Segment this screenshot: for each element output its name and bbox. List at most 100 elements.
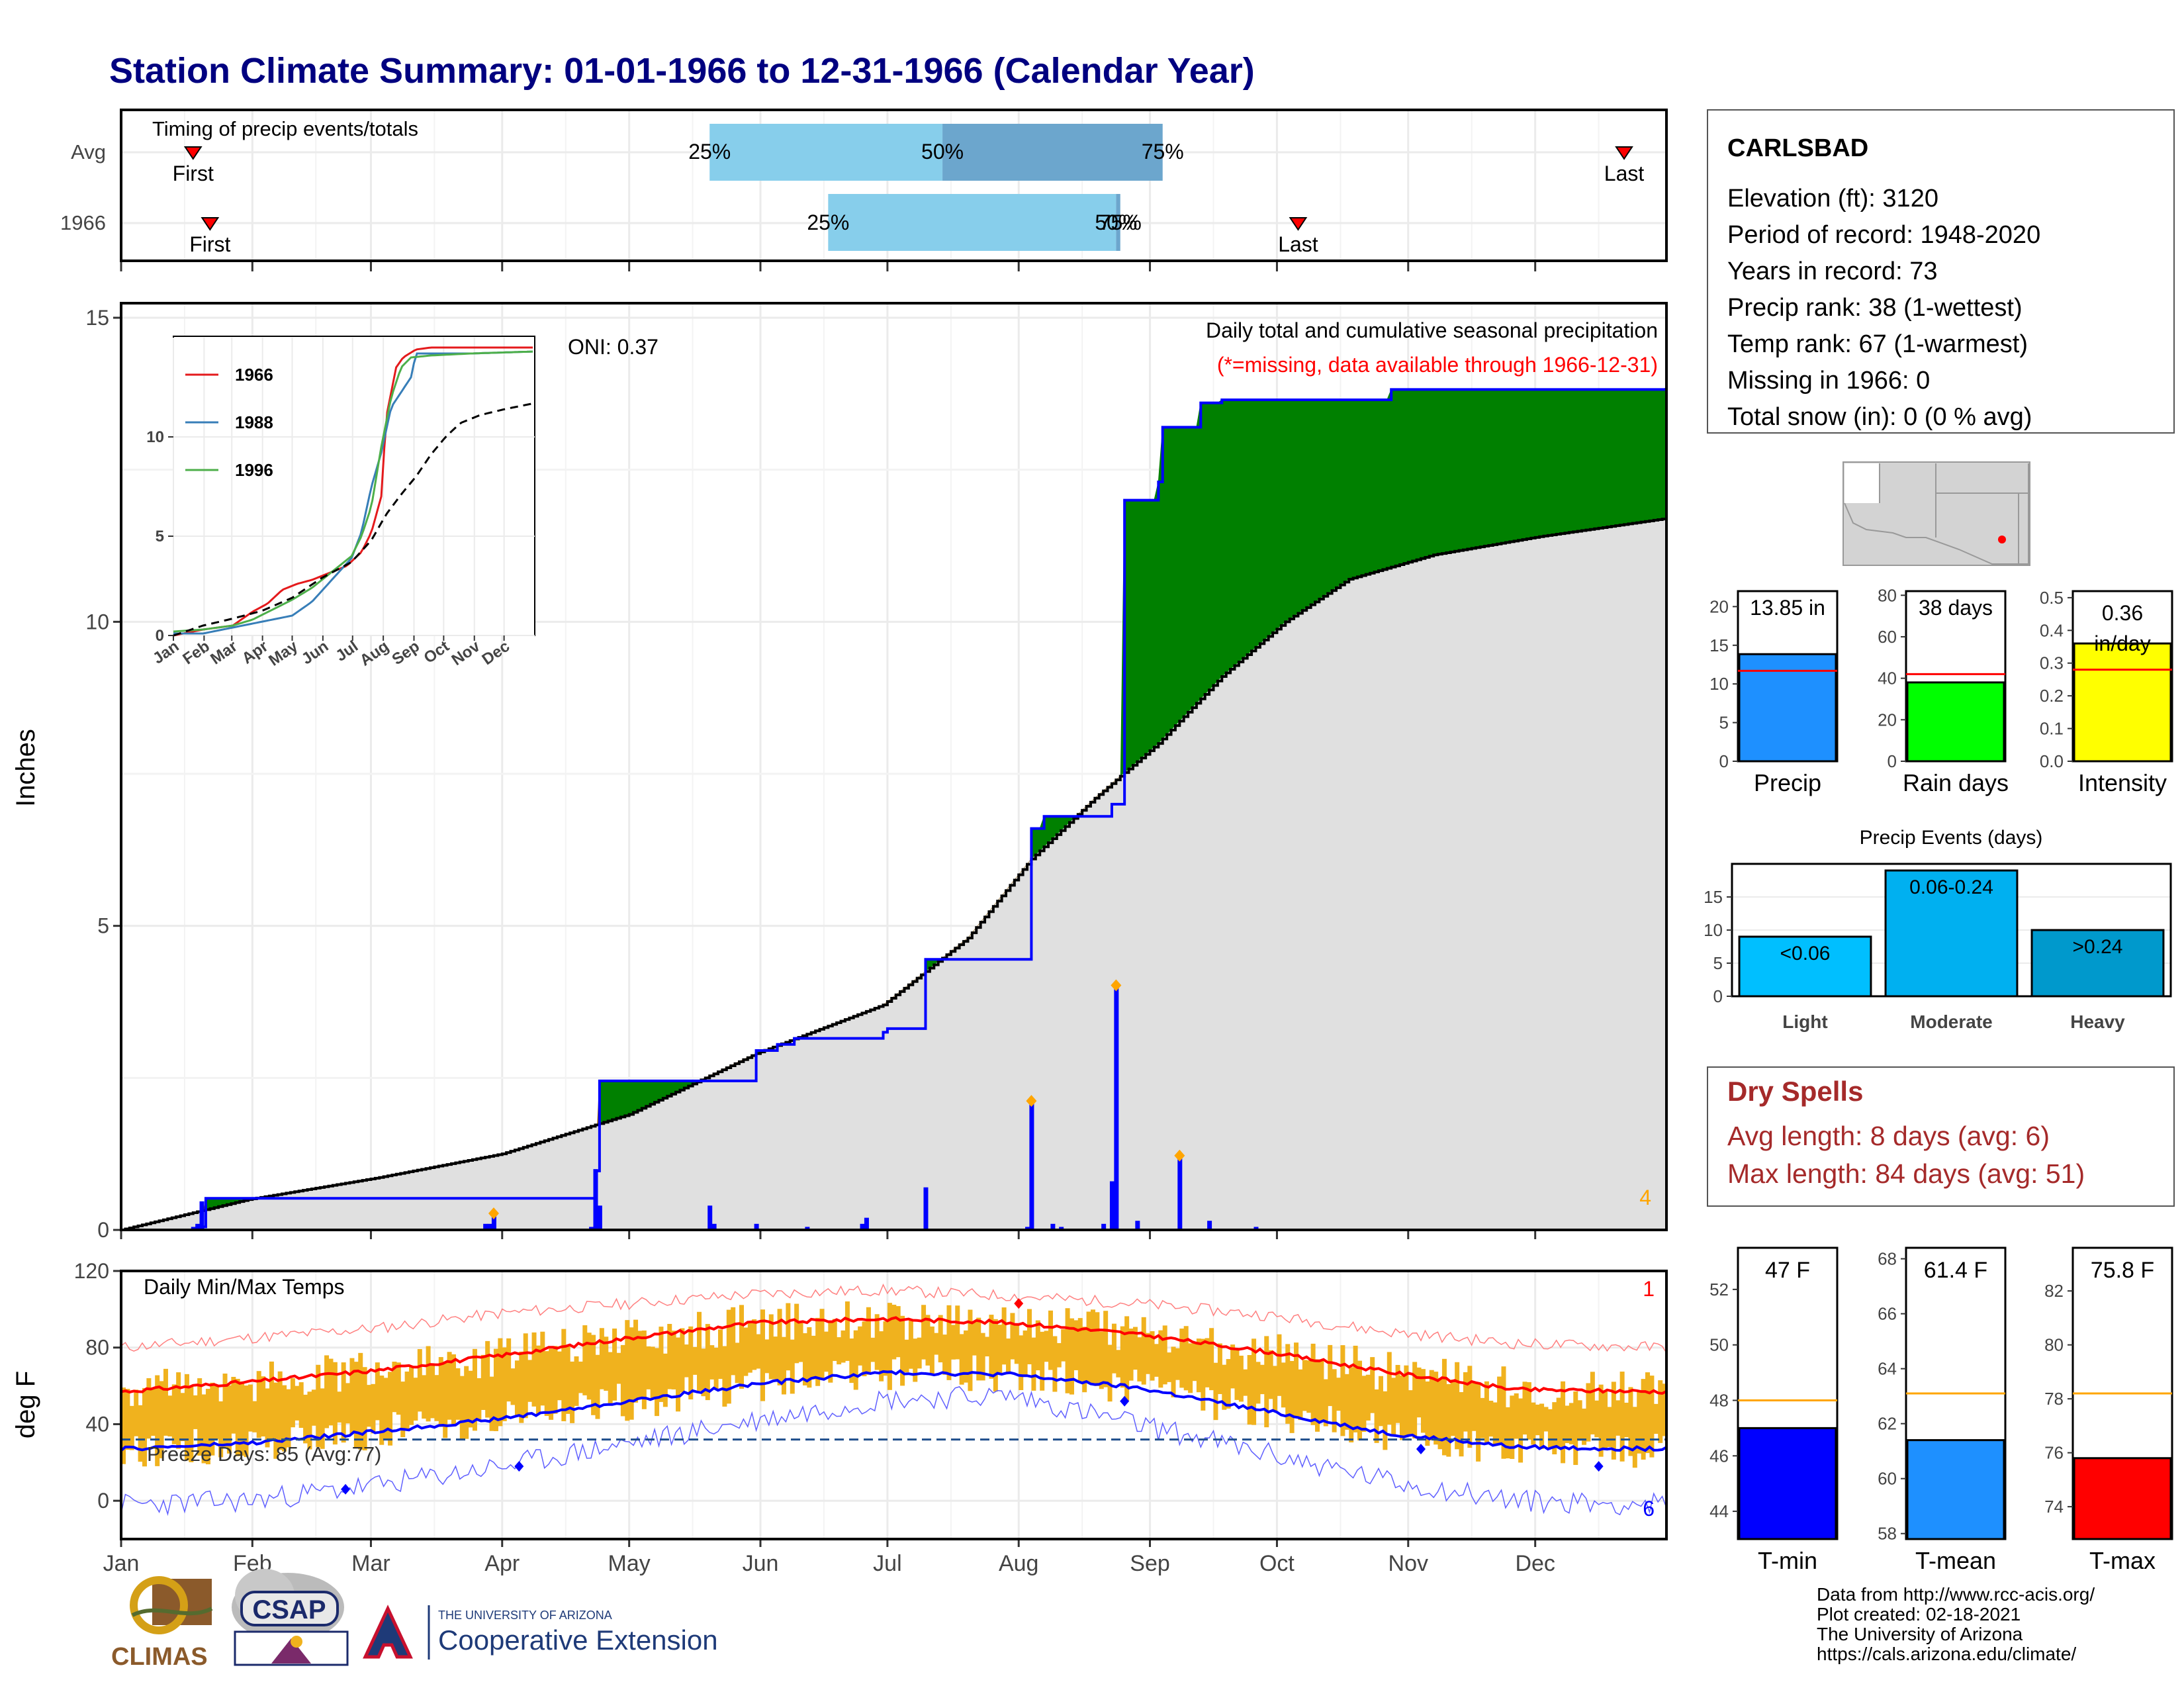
daily-temp-bar bbox=[1480, 1397, 1485, 1438]
last-event-marker bbox=[1289, 217, 1308, 231]
precip-diff-fill bbox=[1348, 399, 1354, 580]
daily-temp-bar bbox=[1226, 1359, 1231, 1409]
station-line-temp-rank: Temp rank: 67 (1-warmest) bbox=[1727, 330, 2028, 358]
precip-diff-fill bbox=[1424, 389, 1430, 558]
daily-temp-bar bbox=[1649, 1376, 1655, 1458]
daily-temp-bar bbox=[523, 1333, 528, 1419]
daily-temp-bar bbox=[1230, 1344, 1236, 1389]
daily-temp-bar bbox=[680, 1328, 685, 1393]
footer-line-created: Plot created: 02-18-2021 bbox=[1817, 1604, 2021, 1624]
daily-temp-bar bbox=[1455, 1362, 1460, 1450]
precip-ytick-label: 5 bbox=[97, 914, 109, 938]
record-min-line bbox=[120, 1386, 1667, 1517]
daily-temp-bar bbox=[197, 1378, 203, 1456]
daily-temp-bar bbox=[201, 1394, 206, 1464]
daily-temp-bar bbox=[900, 1315, 905, 1386]
daily-temp-bar bbox=[1365, 1374, 1371, 1421]
daily-temp-bar bbox=[1056, 1342, 1062, 1368]
daily-temp-bar bbox=[858, 1326, 863, 1366]
precip-diff-fill bbox=[1627, 389, 1633, 525]
daily-temp-bar bbox=[409, 1366, 414, 1425]
precip-diff-fill bbox=[1276, 399, 1282, 630]
precip-diff-fill bbox=[1192, 426, 1197, 709]
daily-temp-bar bbox=[1171, 1346, 1176, 1397]
daily-temp-bar bbox=[773, 1336, 778, 1380]
daily-temp-bar bbox=[1323, 1379, 1328, 1427]
daily-temp-bar bbox=[1010, 1313, 1015, 1360]
summary-ytick-label: 0.4 bbox=[2040, 620, 2064, 640]
precip-diff-fill bbox=[1539, 389, 1544, 538]
daily-temp-bar bbox=[176, 1372, 181, 1449]
daily-temp-bar bbox=[739, 1305, 744, 1389]
precip-diff-fill bbox=[1196, 402, 1201, 704]
footer-line-data: Data from http://www.rcc-acis.org/ bbox=[1817, 1584, 2095, 1605]
precip-diff-fill bbox=[1572, 389, 1578, 532]
timing-q75-label: 75% bbox=[1099, 211, 1142, 234]
station-name: CARLSBAD bbox=[1727, 134, 1868, 162]
daily-temp-bar bbox=[277, 1371, 283, 1450]
climas-logo-text: CLIMAS bbox=[111, 1643, 208, 1671]
daily-temp-bar bbox=[1111, 1323, 1116, 1374]
ua-logo: THE UNIVERSITY OF ARIZONA Cooperative Ex… bbox=[361, 1605, 718, 1660]
precip-diff-fill bbox=[1332, 399, 1337, 592]
precip-diff-fill bbox=[1518, 389, 1523, 541]
daily-temp-bar bbox=[1310, 1343, 1316, 1425]
month-label: Nov bbox=[1388, 1551, 1428, 1576]
month-label: Apr bbox=[484, 1551, 520, 1576]
daily-precip-bar bbox=[487, 1223, 492, 1230]
daily-temp-bar bbox=[1154, 1344, 1159, 1377]
precip-diff-fill bbox=[1259, 399, 1265, 645]
precip-diff-fill bbox=[1514, 389, 1519, 541]
daily-precip-bar bbox=[1050, 1223, 1056, 1230]
daily-temp-bar bbox=[1255, 1362, 1261, 1404]
events-bar-label: <0.06 bbox=[1780, 943, 1831, 964]
precip-diff-fill bbox=[1657, 389, 1663, 520]
daily-temp-bar bbox=[904, 1339, 909, 1373]
daily-temp-bar bbox=[316, 1364, 321, 1447]
daily-temp-bar bbox=[980, 1333, 985, 1381]
daily-temp-bar bbox=[1514, 1393, 1519, 1439]
record-low-marker bbox=[514, 1461, 524, 1472]
station-line-precip-rank: Precip rank: 38 (1-wettest) bbox=[1727, 294, 2023, 322]
precip-diff-fill bbox=[1403, 389, 1409, 564]
precip-diff-fill bbox=[1437, 389, 1443, 555]
station-line-years: Years in record: 73 bbox=[1727, 258, 1938, 285]
daily-temp-bar bbox=[1285, 1344, 1291, 1424]
daily-temp-bar bbox=[1128, 1329, 1134, 1381]
daily-precip-marker bbox=[1174, 1149, 1185, 1162]
daily-temp-bar bbox=[290, 1378, 295, 1428]
daily-temp-bar bbox=[1353, 1345, 1358, 1432]
inset-legend-label: 1966 bbox=[235, 365, 273, 385]
average-cumulative-line bbox=[121, 518, 1668, 1231]
daily-temp-bar bbox=[828, 1321, 833, 1383]
daily-temp-bar bbox=[417, 1349, 422, 1412]
daily-temp-bar bbox=[1476, 1383, 1481, 1462]
daily-temp-bar bbox=[1488, 1401, 1494, 1437]
daily-temp-bar bbox=[142, 1387, 147, 1467]
climas-logo-wave bbox=[131, 1607, 213, 1617]
daily-temp-bar bbox=[1302, 1360, 1307, 1411]
daily-temp-bar bbox=[1040, 1331, 1045, 1391]
summary-bar-rain-days bbox=[1906, 681, 2005, 763]
temp-summary-category-label: T-min bbox=[1758, 1547, 1817, 1574]
events-ytick-label: 10 bbox=[1704, 920, 1723, 940]
summary-ytick-label: 0.0 bbox=[2040, 751, 2064, 771]
daily-temp-bar bbox=[438, 1357, 443, 1427]
events-ytick-label: 15 bbox=[1704, 887, 1723, 907]
precip-diff-fill bbox=[1357, 399, 1362, 578]
daily-temp-bar bbox=[1213, 1362, 1218, 1421]
precip-diff-fill bbox=[1420, 389, 1426, 559]
daily-temp-bar bbox=[1603, 1390, 1608, 1450]
temp-summary-ytick-label: 66 bbox=[1878, 1304, 1897, 1324]
daily-temp-bar bbox=[519, 1351, 524, 1423]
daily-temp-bar bbox=[1201, 1338, 1206, 1411]
daily-temp-bar bbox=[1077, 1318, 1083, 1383]
daily-precip-bar bbox=[1029, 1102, 1034, 1230]
daily-temp-bar bbox=[129, 1405, 134, 1450]
daily-temp-bar bbox=[1319, 1360, 1324, 1423]
summary-bar-precip bbox=[1738, 653, 1837, 763]
last-event-label: Last bbox=[1278, 232, 1318, 256]
precip-diff-fill bbox=[1272, 399, 1277, 633]
daily-temp-bar bbox=[964, 1330, 969, 1383]
